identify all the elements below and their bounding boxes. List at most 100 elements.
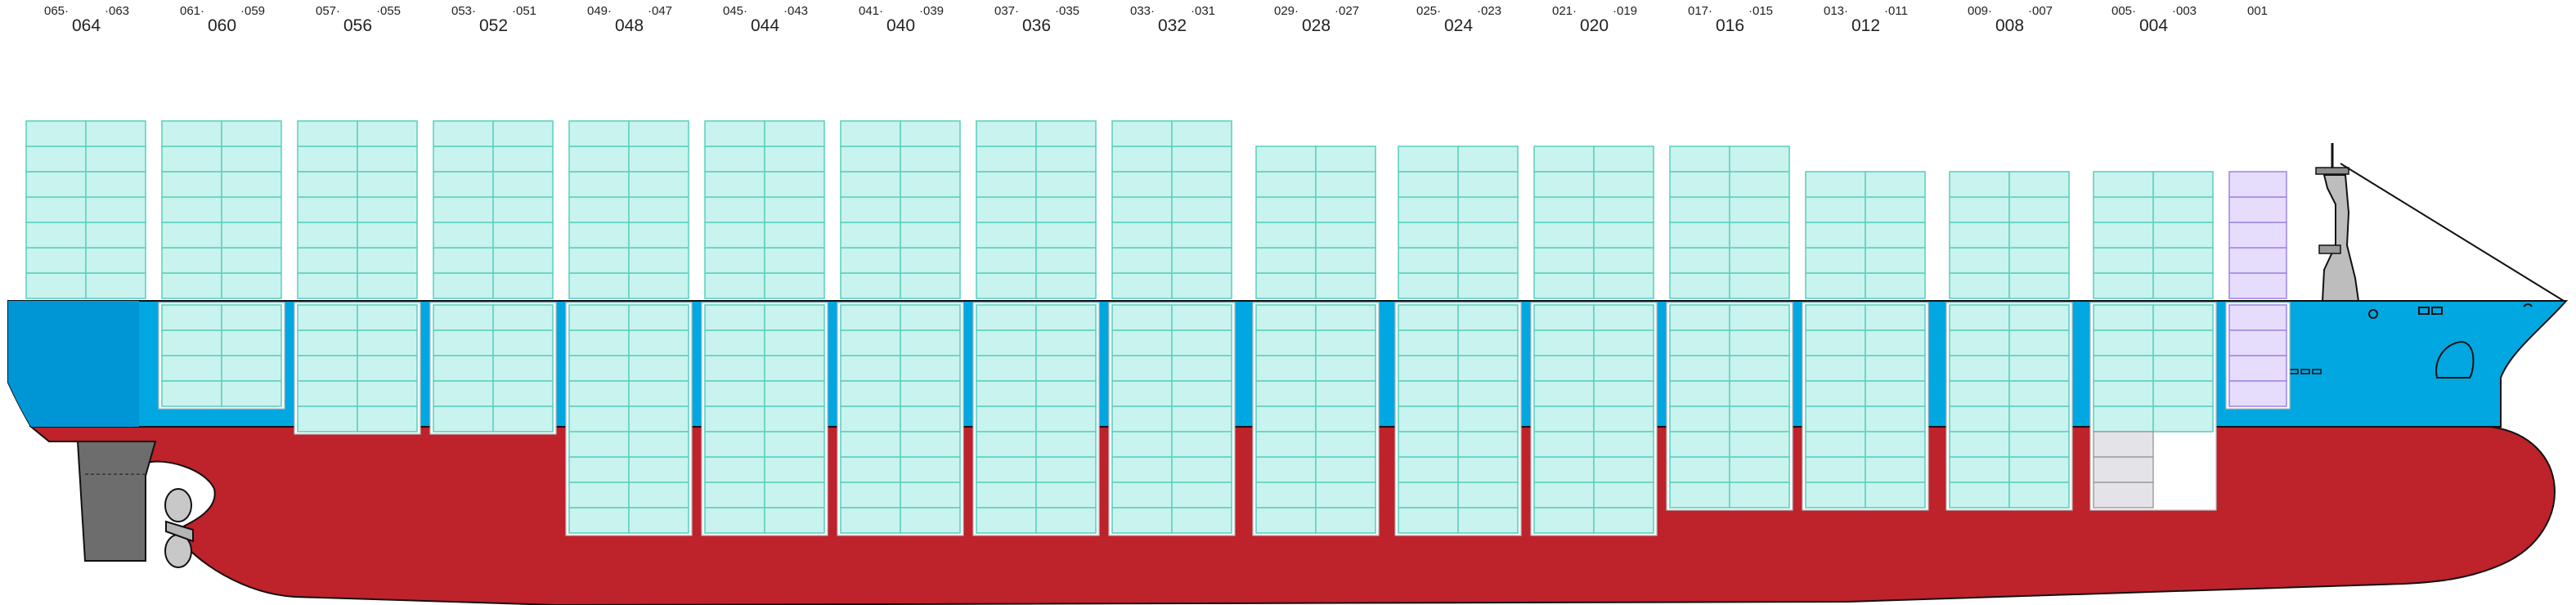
hold-container — [1255, 431, 1317, 458]
hold-container — [297, 304, 358, 331]
hold-container — [161, 329, 222, 356]
bay-label-aft: 001 — [2247, 4, 2268, 18]
hold-container — [1949, 380, 2010, 407]
deck-container — [1805, 272, 1866, 299]
deck-container — [1035, 196, 1097, 223]
hold-container — [1255, 406, 1317, 432]
hold-container — [221, 380, 282, 407]
hold-container — [628, 406, 689, 432]
bay-label-main: 052 — [479, 16, 508, 35]
hold-container — [492, 380, 554, 407]
bay-label-main: 060 — [208, 16, 236, 35]
deck-container — [1315, 222, 1376, 249]
hold-container — [2008, 329, 2070, 356]
bay-label-main: 040 — [886, 16, 915, 35]
deck-container — [2228, 196, 2287, 223]
deck-container — [2008, 171, 2070, 198]
deck-container — [1315, 171, 1376, 198]
hold-container — [2228, 304, 2287, 331]
hold-container — [1669, 406, 1730, 432]
deck-container — [1457, 272, 1519, 299]
deck-container — [221, 146, 282, 173]
hold-container — [1949, 456, 2010, 483]
hold-container — [1669, 304, 1730, 331]
deck-container — [628, 272, 689, 299]
mast-tower — [2315, 143, 2565, 302]
deck-container — [1669, 247, 1730, 274]
deck-container — [900, 146, 961, 173]
deck-container — [433, 272, 494, 299]
deck-container — [976, 196, 1037, 223]
deck-container — [492, 222, 554, 249]
hold-container — [2008, 304, 2070, 331]
deck-container — [900, 171, 961, 198]
hold-container — [628, 456, 689, 483]
deck-container — [1171, 146, 1232, 173]
deck-container — [1669, 146, 1730, 173]
hold-container — [492, 329, 554, 356]
deck-container — [85, 196, 146, 223]
deck-container — [628, 247, 689, 274]
hold-container — [704, 482, 765, 509]
deck-container — [161, 272, 222, 299]
hold-container — [1593, 507, 1654, 534]
deck-container — [568, 146, 630, 173]
hold-container — [433, 355, 494, 382]
deck-container — [492, 196, 554, 223]
hold-container — [568, 456, 630, 483]
deck-container — [1729, 146, 1790, 173]
deck-container — [161, 222, 222, 249]
hold-container — [221, 329, 282, 356]
hold-container — [357, 355, 418, 382]
deck-container — [1035, 247, 1097, 274]
hold-container — [1593, 380, 1654, 407]
hold-container — [433, 380, 494, 407]
deck-container — [1398, 247, 1459, 274]
deck-container — [1171, 171, 1232, 198]
deck-container — [1729, 222, 1790, 249]
hold-container — [2093, 482, 2154, 509]
deck-container — [2008, 247, 2070, 274]
hold-container — [2008, 355, 2070, 382]
deck-container — [764, 120, 825, 147]
deck-container — [840, 272, 901, 299]
hold-container — [1457, 406, 1519, 432]
hold-container — [1111, 507, 1173, 534]
hold-container — [628, 431, 689, 458]
hold-container — [1669, 482, 1730, 509]
deck-container — [764, 272, 825, 299]
hold-container — [568, 482, 630, 509]
hold-container — [2008, 482, 2070, 509]
deck-container — [1171, 272, 1232, 299]
hold-container — [1457, 329, 1519, 356]
deck-container — [704, 146, 765, 173]
deck-container — [1315, 146, 1376, 173]
hold-container — [568, 304, 630, 331]
deck-container — [1111, 222, 1173, 249]
hold-container — [1865, 456, 1926, 483]
deck-container — [1035, 272, 1097, 299]
hold-container — [1593, 304, 1654, 331]
hold-container — [1111, 456, 1173, 483]
bay-label-main: 016 — [1716, 16, 1744, 35]
hold-container — [1457, 456, 1519, 483]
deck-container — [1669, 196, 1730, 223]
hold-container — [1111, 304, 1173, 331]
bay-label-main: 056 — [343, 16, 372, 35]
deck-container — [1255, 171, 1317, 198]
hold-container — [976, 329, 1037, 356]
hold-container — [628, 507, 689, 534]
deck-container — [221, 247, 282, 274]
hold-container — [1949, 406, 2010, 432]
hold-container — [2008, 380, 2070, 407]
deck-container — [1255, 247, 1317, 274]
hold-container — [161, 380, 222, 407]
deck-container — [221, 196, 282, 223]
deck-container — [1111, 247, 1173, 274]
deck-container — [1729, 247, 1790, 274]
deck-container — [568, 222, 630, 249]
deck-container — [1255, 272, 1317, 299]
deck-container — [1255, 146, 1317, 173]
deck-container — [1805, 171, 1866, 198]
